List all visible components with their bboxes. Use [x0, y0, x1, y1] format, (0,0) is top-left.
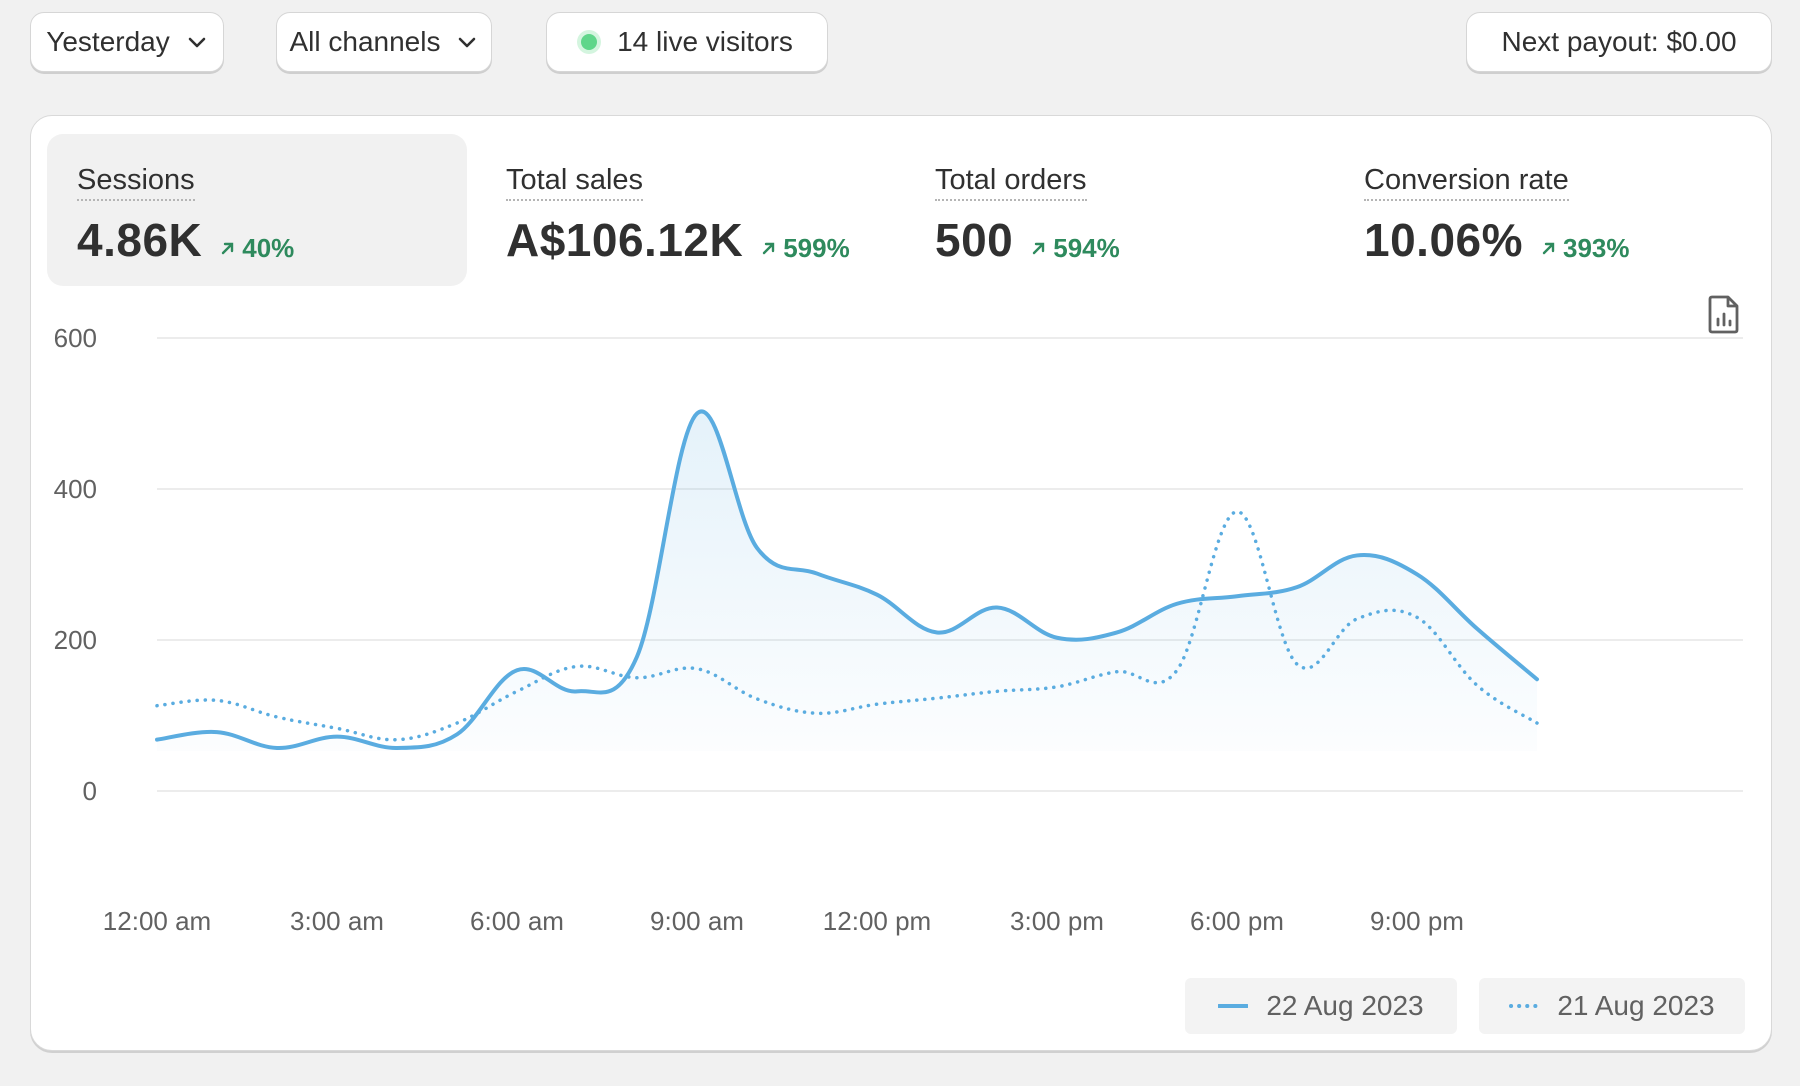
date-filter-label: Yesterday — [46, 26, 170, 57]
x-tick-label: 9:00 am — [650, 906, 744, 936]
metric-value: A$106.12K — [506, 214, 744, 266]
y-tick-label: 400 — [54, 474, 97, 504]
arrow-up-right-icon — [1542, 242, 1555, 255]
y-tick-label: 600 — [54, 323, 97, 353]
live-status-icon — [581, 34, 598, 50]
metric-change: 599% — [761, 233, 850, 264]
report-icon[interactable] — [1707, 294, 1741, 334]
x-tick-label: 6:00 am — [470, 906, 564, 936]
next-payout-label: Next payout: $0.00 — [1501, 26, 1737, 57]
metric-total-orders[interactable]: Total orders 500 594% — [905, 134, 1325, 286]
metric-change: 40% — [220, 233, 294, 264]
x-tick-label: 6:00 pm — [1190, 906, 1284, 936]
solid-line-icon — [1218, 1004, 1249, 1008]
series-line-21-aug — [155, 509, 1539, 742]
x-tick-label: 12:00 am — [103, 906, 211, 936]
x-tick-label: 3:00 am — [290, 906, 384, 936]
arrow-up-right-icon — [222, 242, 234, 255]
legend-item-previous[interactable]: 21 Aug 2023 — [1479, 978, 1745, 1034]
x-tick-label: 9:00 pm — [1370, 906, 1464, 936]
dotted-line-icon — [1509, 1004, 1540, 1008]
metric-sessions[interactable]: Sessions 4.86K 40% — [47, 134, 467, 286]
legend-label: 21 Aug 2023 — [1557, 990, 1715, 1021]
metric-label: Conversion rate — [1364, 164, 1569, 201]
metric-conversion-rate[interactable]: Conversion rate 10.06% 393% — [1334, 134, 1754, 286]
metric-change: 393% — [1541, 233, 1630, 264]
channel-filter-button[interactable]: All channels — [276, 12, 492, 72]
metric-change-value: 594% — [1053, 232, 1120, 263]
metric-change: 594% — [1031, 233, 1120, 264]
analytics-card: Sessions 4.86K 40% Total sales A$106.12K… — [30, 115, 1772, 1051]
legend-label: 22 Aug 2023 — [1266, 990, 1424, 1021]
y-tick-label: 0 — [83, 776, 97, 806]
y-tick-label: 200 — [54, 625, 97, 655]
sessions-chart: 0 200 400 600 12:00 am 3:00 am 6:00 am 9:00 am 1… — [54, 323, 1743, 936]
next-payout-button[interactable]: Next payout: $0.00 — [1466, 12, 1772, 72]
metric-label: Sessions — [77, 164, 195, 201]
metric-total-sales[interactable]: Total sales A$106.12K 599% — [476, 134, 896, 286]
date-filter-button[interactable]: Yesterday — [30, 12, 224, 72]
x-tick-label: 12:00 pm — [823, 906, 931, 936]
metric-value: 4.86K — [77, 214, 203, 266]
metric-change-value: 599% — [783, 232, 850, 263]
chevron-down-icon — [459, 37, 476, 48]
metric-value: 500 — [935, 214, 1014, 266]
arrow-up-right-icon — [1033, 242, 1045, 255]
legend-item-current[interactable]: 22 Aug 2023 — [1185, 978, 1457, 1034]
metric-label: Total sales — [506, 164, 644, 201]
live-visitors-button[interactable]: 14 live visitors — [546, 12, 828, 72]
series-area-22-aug — [157, 411, 1537, 751]
chevron-down-icon — [188, 37, 206, 48]
metric-change-value: 393% — [1563, 232, 1630, 263]
metric-value: 10.06% — [1364, 214, 1524, 266]
metric-change-value: 40% — [242, 232, 295, 263]
channel-filter-label: All channels — [289, 26, 441, 57]
metric-label: Total orders — [935, 164, 1087, 201]
live-visitors-label: 14 live visitors — [617, 26, 793, 57]
arrow-up-right-icon — [763, 242, 775, 255]
x-tick-label: 3:00 pm — [1010, 906, 1104, 936]
